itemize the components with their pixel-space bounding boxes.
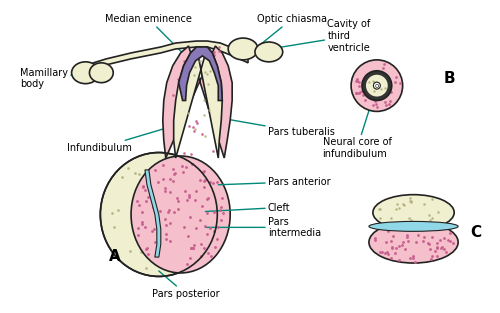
Polygon shape (174, 47, 222, 158)
Text: Optic chiasma: Optic chiasma (255, 14, 326, 49)
Text: Pars
intermedia: Pars intermedia (206, 217, 321, 238)
Ellipse shape (131, 156, 230, 273)
Ellipse shape (369, 221, 458, 231)
Circle shape (362, 71, 392, 100)
Ellipse shape (228, 38, 258, 60)
Ellipse shape (90, 63, 113, 83)
Polygon shape (94, 41, 248, 71)
Text: B: B (444, 71, 455, 86)
Circle shape (374, 82, 380, 89)
Ellipse shape (255, 42, 282, 62)
Text: Neural core of
infundibulum: Neural core of infundibulum (322, 86, 392, 159)
Text: Cavity of
third
ventricle: Cavity of third ventricle (270, 19, 370, 53)
Text: A: A (110, 249, 121, 264)
Polygon shape (178, 47, 222, 100)
Text: o: o (374, 83, 379, 89)
Text: Pars tuberalis: Pars tuberalis (222, 118, 334, 137)
Text: Median eminence: Median eminence (106, 14, 198, 69)
Ellipse shape (373, 195, 454, 230)
Text: Pars anterior: Pars anterior (218, 177, 330, 187)
Circle shape (366, 75, 388, 96)
Polygon shape (145, 170, 161, 257)
Ellipse shape (100, 152, 218, 276)
Text: Infundibulum: Infundibulum (66, 125, 176, 153)
Ellipse shape (72, 62, 100, 84)
Text: C: C (470, 225, 481, 240)
Text: Mamillary
body: Mamillary body (20, 68, 89, 90)
Circle shape (351, 60, 403, 111)
Polygon shape (163, 46, 232, 158)
Text: Cleft: Cleft (206, 203, 290, 213)
Ellipse shape (369, 221, 458, 263)
Text: Pars posterior: Pars posterior (152, 271, 220, 299)
